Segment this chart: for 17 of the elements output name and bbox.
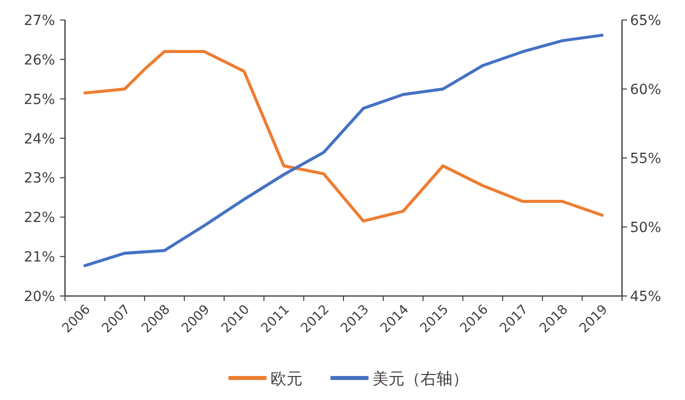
y2-tick-label: 55% [630, 151, 662, 167]
y-tick-label: 26% [24, 52, 55, 68]
y-tick-label: 27% [24, 13, 55, 29]
y2-tick-label: 50% [630, 220, 662, 236]
legend-label: 美元（右轴） [372, 369, 468, 388]
legend-label: 欧元 [270, 369, 302, 388]
y-tick-label: 25% [24, 92, 55, 108]
y-tick-label: 20% [24, 289, 55, 305]
y-tick-label: 22% [24, 210, 55, 226]
y-tick-label: 23% [24, 170, 55, 187]
y2-tick-label: 45% [630, 289, 662, 305]
line-series [83, 50, 604, 223]
y2-tick-label: 65% [630, 13, 662, 29]
y-tick-label: 21% [24, 250, 55, 266]
line-series [83, 34, 604, 268]
y2-tick-label: 60% [630, 82, 662, 98]
y-tick-label: 24% [24, 131, 55, 148]
